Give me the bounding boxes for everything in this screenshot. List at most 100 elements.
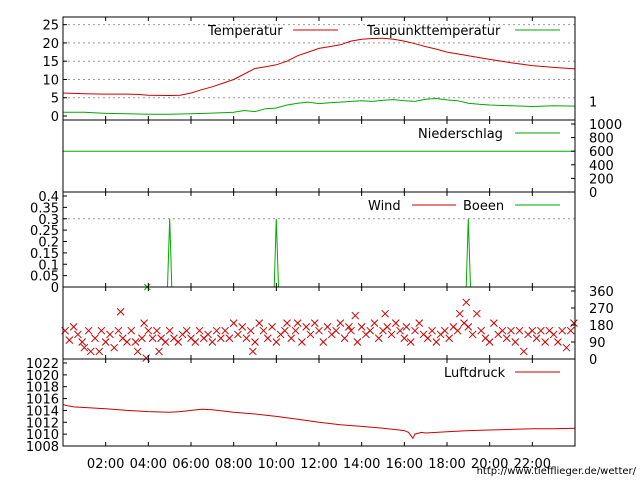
- direction-point-stroke: [106, 330, 114, 339]
- direction-point-stroke: [351, 311, 360, 320]
- direction-point-stroke: [462, 298, 471, 307]
- luftdruck-series-line: [62, 404, 576, 440]
- direction-point: [498, 326, 507, 335]
- direction-point: [462, 298, 471, 307]
- direction-point-stroke: [406, 338, 415, 346]
- direction-point-stroke: [545, 326, 554, 335]
- direction-point: [558, 326, 567, 335]
- direction-point-stroke: [78, 338, 87, 346]
- direction-point: [347, 326, 355, 335]
- direction-point-stroke: [170, 334, 178, 343]
- direction-point-stroke: [419, 330, 428, 339]
- x-axis-tick-label: 20:00: [471, 457, 508, 472]
- direction-point: [155, 347, 163, 356]
- direction-point: [251, 338, 259, 346]
- direction-point-stroke: [464, 323, 473, 331]
- taupunkttemperatur-series-line: [63, 97, 576, 115]
- direction-point-stroke: [80, 343, 89, 352]
- legend-label-wind: Wind: [368, 199, 401, 214]
- direction-point-stroke: [221, 326, 229, 335]
- direction-point-stroke: [268, 323, 276, 331]
- direction-point: [195, 326, 204, 335]
- direction-point-stroke: [455, 309, 464, 318]
- direction-point: [287, 334, 296, 343]
- grid-layer: [63, 24, 575, 220]
- direction-point-stroke: [110, 343, 119, 352]
- direction-point: [381, 309, 389, 318]
- direction-point-stroke: [86, 347, 95, 356]
- direction-point-stroke: [174, 338, 183, 346]
- direction-point: [541, 338, 549, 346]
- direction-point-stroke: [242, 334, 251, 343]
- direction-point-stroke: [165, 326, 174, 335]
- direction-point: [80, 343, 89, 352]
- rain-y2tick-label: 800: [589, 132, 614, 147]
- direction-point: [127, 326, 136, 335]
- direction-point-stroke: [323, 323, 332, 331]
- direction-point: [234, 330, 242, 339]
- direction-point-stroke: [217, 334, 225, 343]
- legend-label-taupunkttemperatur: Taupunkttemperatur: [366, 24, 501, 39]
- direction-point: [562, 343, 571, 352]
- direction-point-stroke: [91, 334, 99, 343]
- direction-y2tick-label: 180: [589, 319, 614, 334]
- temp-ytick-label: 15: [42, 55, 59, 70]
- direction-point: [255, 319, 264, 327]
- direction-point-stroke: [246, 326, 255, 335]
- direction-point-stroke: [310, 319, 319, 327]
- direction-point: [464, 323, 473, 331]
- direction-point-stroke: [157, 334, 165, 343]
- direction-point-stroke: [293, 319, 302, 327]
- direction-point-stroke: [428, 326, 436, 335]
- direction-point: [229, 319, 238, 327]
- rain-y2tick-label: 0: [589, 186, 597, 201]
- direction-point: [293, 319, 302, 327]
- source-url: http://www.tiefflieger.de/wetter/: [477, 466, 637, 477]
- direction-point: [387, 330, 396, 339]
- direction-y2tick-label: 90: [589, 336, 606, 351]
- direction-point: [140, 319, 148, 327]
- direction-point-stroke: [283, 319, 291, 327]
- direction-point-stroke: [537, 326, 545, 335]
- direction-point-stroke: [400, 334, 409, 343]
- direction-point: [570, 319, 578, 327]
- legend-label-niederschlag: Niederschlag: [418, 127, 503, 142]
- direction-point-stroke: [511, 338, 520, 346]
- direction-point-stroke: [259, 326, 268, 335]
- direction-point: [402, 323, 411, 331]
- direction-point-stroke: [74, 330, 82, 339]
- direction-point-stroke: [84, 326, 93, 335]
- direction-y2tick-label: 270: [589, 302, 614, 317]
- direction-point: [490, 319, 498, 327]
- direction-point-stroke: [515, 326, 524, 335]
- direction-point-stroke: [528, 326, 537, 335]
- direction-point: [391, 319, 400, 327]
- x-axis-tick-label: 06:00: [172, 457, 209, 472]
- direction-point: [532, 334, 541, 343]
- direction-point-stroke: [449, 323, 458, 331]
- direction-point: [549, 330, 558, 339]
- direction-point: [97, 326, 106, 335]
- direction-point-stroke: [153, 326, 161, 335]
- temp-y2tick-label: 1: [589, 95, 597, 110]
- direction-point: [473, 309, 481, 318]
- direction-point: [357, 323, 366, 331]
- direction-point: [336, 319, 345, 327]
- direction-point: [428, 326, 436, 335]
- direction-point-stroke: [498, 326, 507, 335]
- direction-point: [78, 338, 87, 346]
- direction-point: [65, 336, 74, 344]
- direction-point-stroke: [319, 338, 328, 346]
- direction-point: [353, 338, 362, 346]
- direction-point: [515, 326, 524, 335]
- direction-point: [101, 338, 110, 346]
- direction-point-stroke: [204, 330, 212, 339]
- wind-ytick-label: 0.25: [30, 224, 59, 239]
- wind-direction-panel-frame: [62, 286, 576, 360]
- direction-point-stroke: [336, 319, 345, 327]
- direction-point: [84, 326, 93, 335]
- direction-point-stroke: [155, 347, 163, 356]
- direction-point-stroke: [485, 338, 494, 346]
- direction-point: [106, 330, 114, 339]
- direction-point-stroke: [541, 338, 549, 346]
